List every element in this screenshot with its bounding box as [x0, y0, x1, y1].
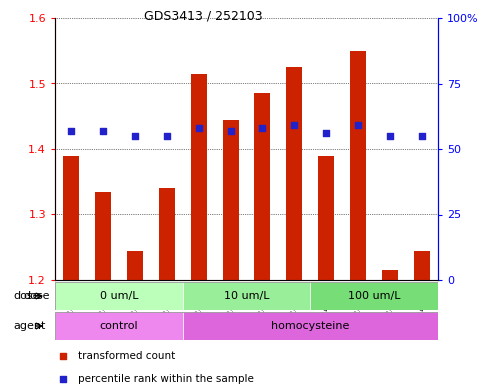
Point	[67, 127, 75, 134]
Bar	[183, 312, 438, 340]
Text: homocysteine: homocysteine	[271, 321, 350, 331]
Bar	[95, 192, 111, 280]
Point	[290, 122, 298, 129]
Point	[195, 125, 202, 131]
Bar	[55, 312, 183, 340]
Bar	[382, 270, 398, 280]
Text: agent: agent	[14, 321, 46, 331]
Bar	[311, 282, 438, 310]
Text: GDS3413 / 252103: GDS3413 / 252103	[143, 10, 262, 23]
Point	[227, 127, 234, 134]
Bar	[414, 250, 430, 280]
Point	[59, 353, 67, 359]
Text: transformed count: transformed count	[78, 351, 175, 361]
Text: dose: dose	[24, 291, 50, 301]
Point	[418, 133, 426, 139]
Bar	[63, 156, 79, 280]
Point	[131, 133, 139, 139]
Bar	[127, 250, 143, 280]
Point	[99, 127, 107, 134]
Text: dose: dose	[14, 291, 40, 301]
Bar	[223, 119, 239, 280]
Bar	[286, 67, 302, 280]
Text: 100 um/L: 100 um/L	[348, 291, 400, 301]
Text: 10 um/L: 10 um/L	[224, 291, 269, 301]
Bar	[191, 74, 207, 280]
Bar	[55, 282, 183, 310]
Point	[355, 122, 362, 129]
Point	[386, 133, 394, 139]
Bar	[159, 188, 175, 280]
Point	[258, 125, 266, 131]
Point	[323, 130, 330, 136]
Text: control: control	[99, 321, 138, 331]
Bar	[183, 282, 311, 310]
Point	[163, 133, 170, 139]
Bar	[350, 51, 366, 280]
Text: 0 um/L: 0 um/L	[99, 291, 138, 301]
Text: percentile rank within the sample: percentile rank within the sample	[78, 374, 254, 384]
Bar	[255, 93, 270, 280]
Point	[59, 376, 67, 382]
Bar	[318, 156, 334, 280]
